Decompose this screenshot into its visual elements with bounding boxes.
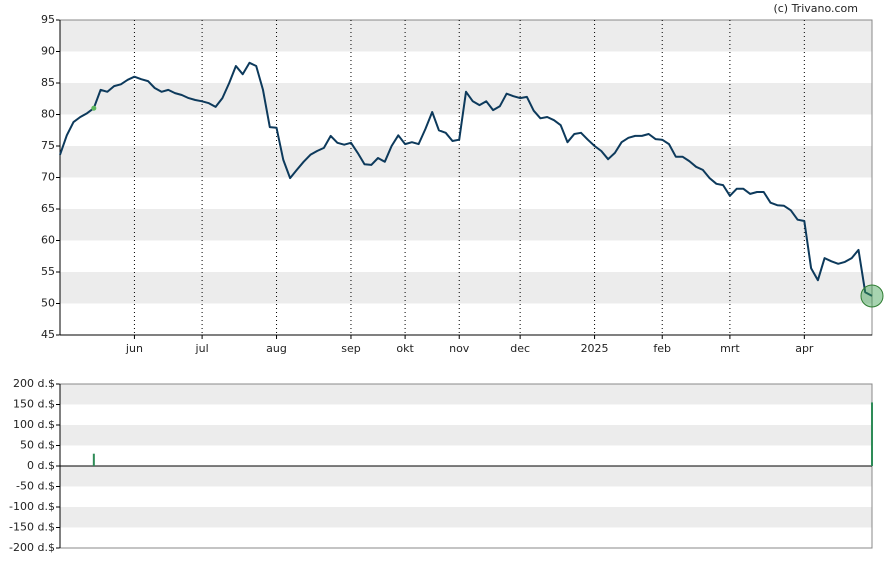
- x-tick-label: apr: [795, 342, 814, 355]
- y-tick-label: -100 d.$: [9, 500, 55, 513]
- y-tick-label: 85: [41, 76, 55, 89]
- y-tick-label: 70: [41, 171, 55, 184]
- y-tick-label: 75: [41, 139, 55, 152]
- event-marker: [91, 105, 97, 111]
- x-tick-label: okt: [396, 342, 414, 355]
- x-tick-label: dec: [510, 342, 530, 355]
- y-tick-label: 90: [41, 45, 55, 58]
- x-tick-label: jul: [195, 342, 209, 355]
- y-tick-label: 95: [41, 13, 55, 26]
- y-tick-label: -150 d.$: [9, 521, 55, 534]
- x-tick-label: aug: [266, 342, 287, 355]
- x-tick-label: jun: [125, 342, 143, 355]
- y-tick-label: -50 d.$: [16, 480, 55, 493]
- event-marker: [860, 284, 884, 308]
- grid-band: [60, 209, 872, 241]
- x-tick-label: 2025: [581, 342, 609, 355]
- y-tick-label: 50: [41, 297, 55, 310]
- y-tick-label: 200 d.$: [13, 377, 55, 390]
- x-tick-label: feb: [653, 342, 671, 355]
- y-tick-label: 55: [41, 265, 55, 278]
- y-tick-label: 65: [41, 202, 55, 215]
- bar: [92, 453, 95, 466]
- price-line: [59, 61, 873, 297]
- y-tick-label: 150 d.$: [13, 398, 55, 411]
- x-tick-label: mrt: [720, 342, 740, 355]
- grid-band: [60, 466, 872, 487]
- bar: [871, 402, 873, 466]
- grid-band: [60, 425, 872, 446]
- y-tick-label: 60: [41, 234, 55, 247]
- grid-band: [60, 384, 872, 405]
- y-tick-label: -200 d.$: [9, 541, 55, 554]
- y-tick-label: 45: [41, 328, 55, 341]
- y-tick-label: 0 d.$: [27, 459, 55, 472]
- y-tick-label: 100 d.$: [13, 418, 55, 431]
- y-tick-label: 50 d.$: [20, 439, 55, 452]
- x-tick-label: sep: [341, 342, 360, 355]
- grid-band: [60, 20, 872, 52]
- watermark: (c) Trivano.com: [773, 2, 858, 15]
- x-tick-label: nov: [449, 342, 470, 355]
- grid-band: [60, 272, 872, 304]
- y-tick-label: 80: [41, 108, 55, 121]
- grid-band: [60, 507, 872, 528]
- grid-band: [60, 146, 872, 178]
